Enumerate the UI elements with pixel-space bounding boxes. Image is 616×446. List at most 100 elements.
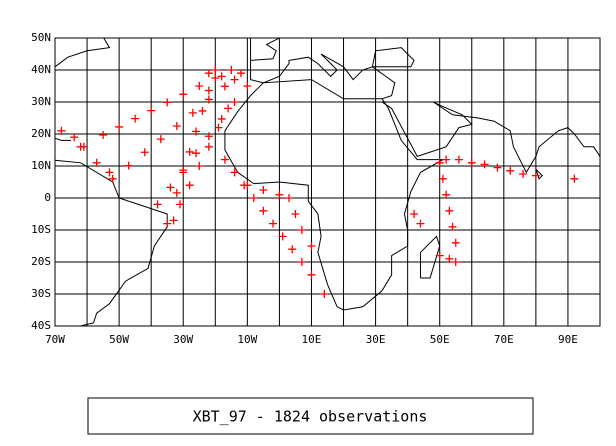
y-tick-label: 20S <box>31 255 51 268</box>
observation-marker <box>57 126 66 135</box>
observation-marker <box>166 183 175 192</box>
observation-marker <box>269 219 277 228</box>
y-tick-label: 30S <box>31 287 51 300</box>
observation-marker <box>493 163 502 172</box>
observation-marker <box>227 66 236 74</box>
observation-marker <box>163 98 172 107</box>
observation-marker <box>124 161 133 170</box>
x-tick-label: 70W <box>45 333 65 346</box>
observation-marker <box>519 170 528 178</box>
y-tick-label: 40N <box>31 63 51 76</box>
observation-marker <box>259 206 268 215</box>
coastline <box>224 79 445 311</box>
observation-marker <box>442 155 451 164</box>
observation-marker <box>320 290 329 298</box>
observation-marker <box>214 123 223 132</box>
observation-marker <box>211 66 220 74</box>
coastline <box>419 235 441 279</box>
observation-marker <box>211 74 220 82</box>
observations <box>57 66 579 298</box>
observation-marker <box>307 242 316 250</box>
observation-marker <box>204 86 213 95</box>
observation-marker <box>442 190 451 199</box>
coastline <box>55 38 111 68</box>
y-tick-label: 10S <box>31 223 51 236</box>
observation-marker <box>224 104 233 113</box>
observation-marker <box>451 258 460 266</box>
x-tick-label: 70E <box>494 333 514 346</box>
observation-marker <box>570 174 579 183</box>
observation-marker <box>147 106 156 115</box>
observation-marker <box>454 155 463 164</box>
observation-marker <box>217 114 226 123</box>
observation-marker <box>230 75 239 84</box>
observation-marker <box>153 200 162 209</box>
observation-marker <box>99 130 108 139</box>
observation-marker <box>204 132 213 141</box>
observation-marker <box>156 135 165 144</box>
observation-marker <box>70 133 79 142</box>
observation-marker <box>435 158 444 167</box>
observation-marker <box>448 222 457 231</box>
observation-marker <box>131 114 140 123</box>
observation-marker <box>506 166 515 175</box>
observation-marker <box>230 98 239 106</box>
observation-marker <box>259 186 268 194</box>
observation-marker <box>243 181 252 190</box>
x-tick-label: 50W <box>109 333 129 346</box>
observation-marker <box>307 270 316 279</box>
observation-marker <box>451 238 460 247</box>
coastline <box>250 38 281 61</box>
observation-marker <box>220 155 229 164</box>
observation-marker <box>192 127 201 136</box>
observation-marker <box>531 171 540 180</box>
y-tick-label: 50N <box>31 31 51 44</box>
observation-marker <box>467 158 476 167</box>
coastline <box>55 137 72 141</box>
observation-marker <box>275 190 284 199</box>
observation-marker <box>195 162 204 170</box>
observation-marker <box>480 160 489 169</box>
observation-marker <box>176 200 185 209</box>
chart-title: XBT_97 - 1824 observations <box>193 408 428 426</box>
y-tick-label: 30N <box>31 95 51 108</box>
observation-marker <box>236 69 245 78</box>
y-tick-label: 10N <box>31 159 51 172</box>
observation-marker <box>243 82 252 90</box>
x-tick-label: 50E <box>430 333 450 346</box>
observation-marker <box>179 90 188 99</box>
observation-marker <box>185 147 194 156</box>
observation-marker <box>108 174 117 183</box>
title-box <box>87 397 534 435</box>
observation-marker <box>198 106 207 115</box>
x-tick-label: 30E <box>366 333 386 346</box>
observation-marker <box>288 245 297 254</box>
x-tick-label: 10W <box>237 333 257 346</box>
coastline <box>535 168 544 180</box>
observation-marker <box>438 174 447 183</box>
observation-marker <box>163 219 172 228</box>
observation-marker <box>435 251 444 260</box>
observation-marker <box>217 72 226 81</box>
observation-marker <box>188 108 197 117</box>
observation-marker <box>185 181 194 190</box>
observation-marker <box>105 168 114 177</box>
observation-marker <box>220 82 229 91</box>
observation-marker <box>230 168 239 177</box>
observation-marker <box>204 95 213 104</box>
x-tick-label: 30W <box>173 333 193 346</box>
coastlines <box>55 38 600 326</box>
observation-marker <box>285 194 294 202</box>
observation-marker <box>204 69 213 78</box>
observation-marker <box>172 122 181 130</box>
observation-marker <box>179 166 188 175</box>
y-tick-label: 0 <box>44 191 51 204</box>
y-tick-label: 20N <box>31 127 51 140</box>
observation-marker <box>195 82 204 90</box>
observation-marker <box>278 232 287 241</box>
observation-marker <box>416 219 425 228</box>
y-tick-label: 40S <box>31 319 51 332</box>
x-tick-label: 90E <box>558 333 578 346</box>
